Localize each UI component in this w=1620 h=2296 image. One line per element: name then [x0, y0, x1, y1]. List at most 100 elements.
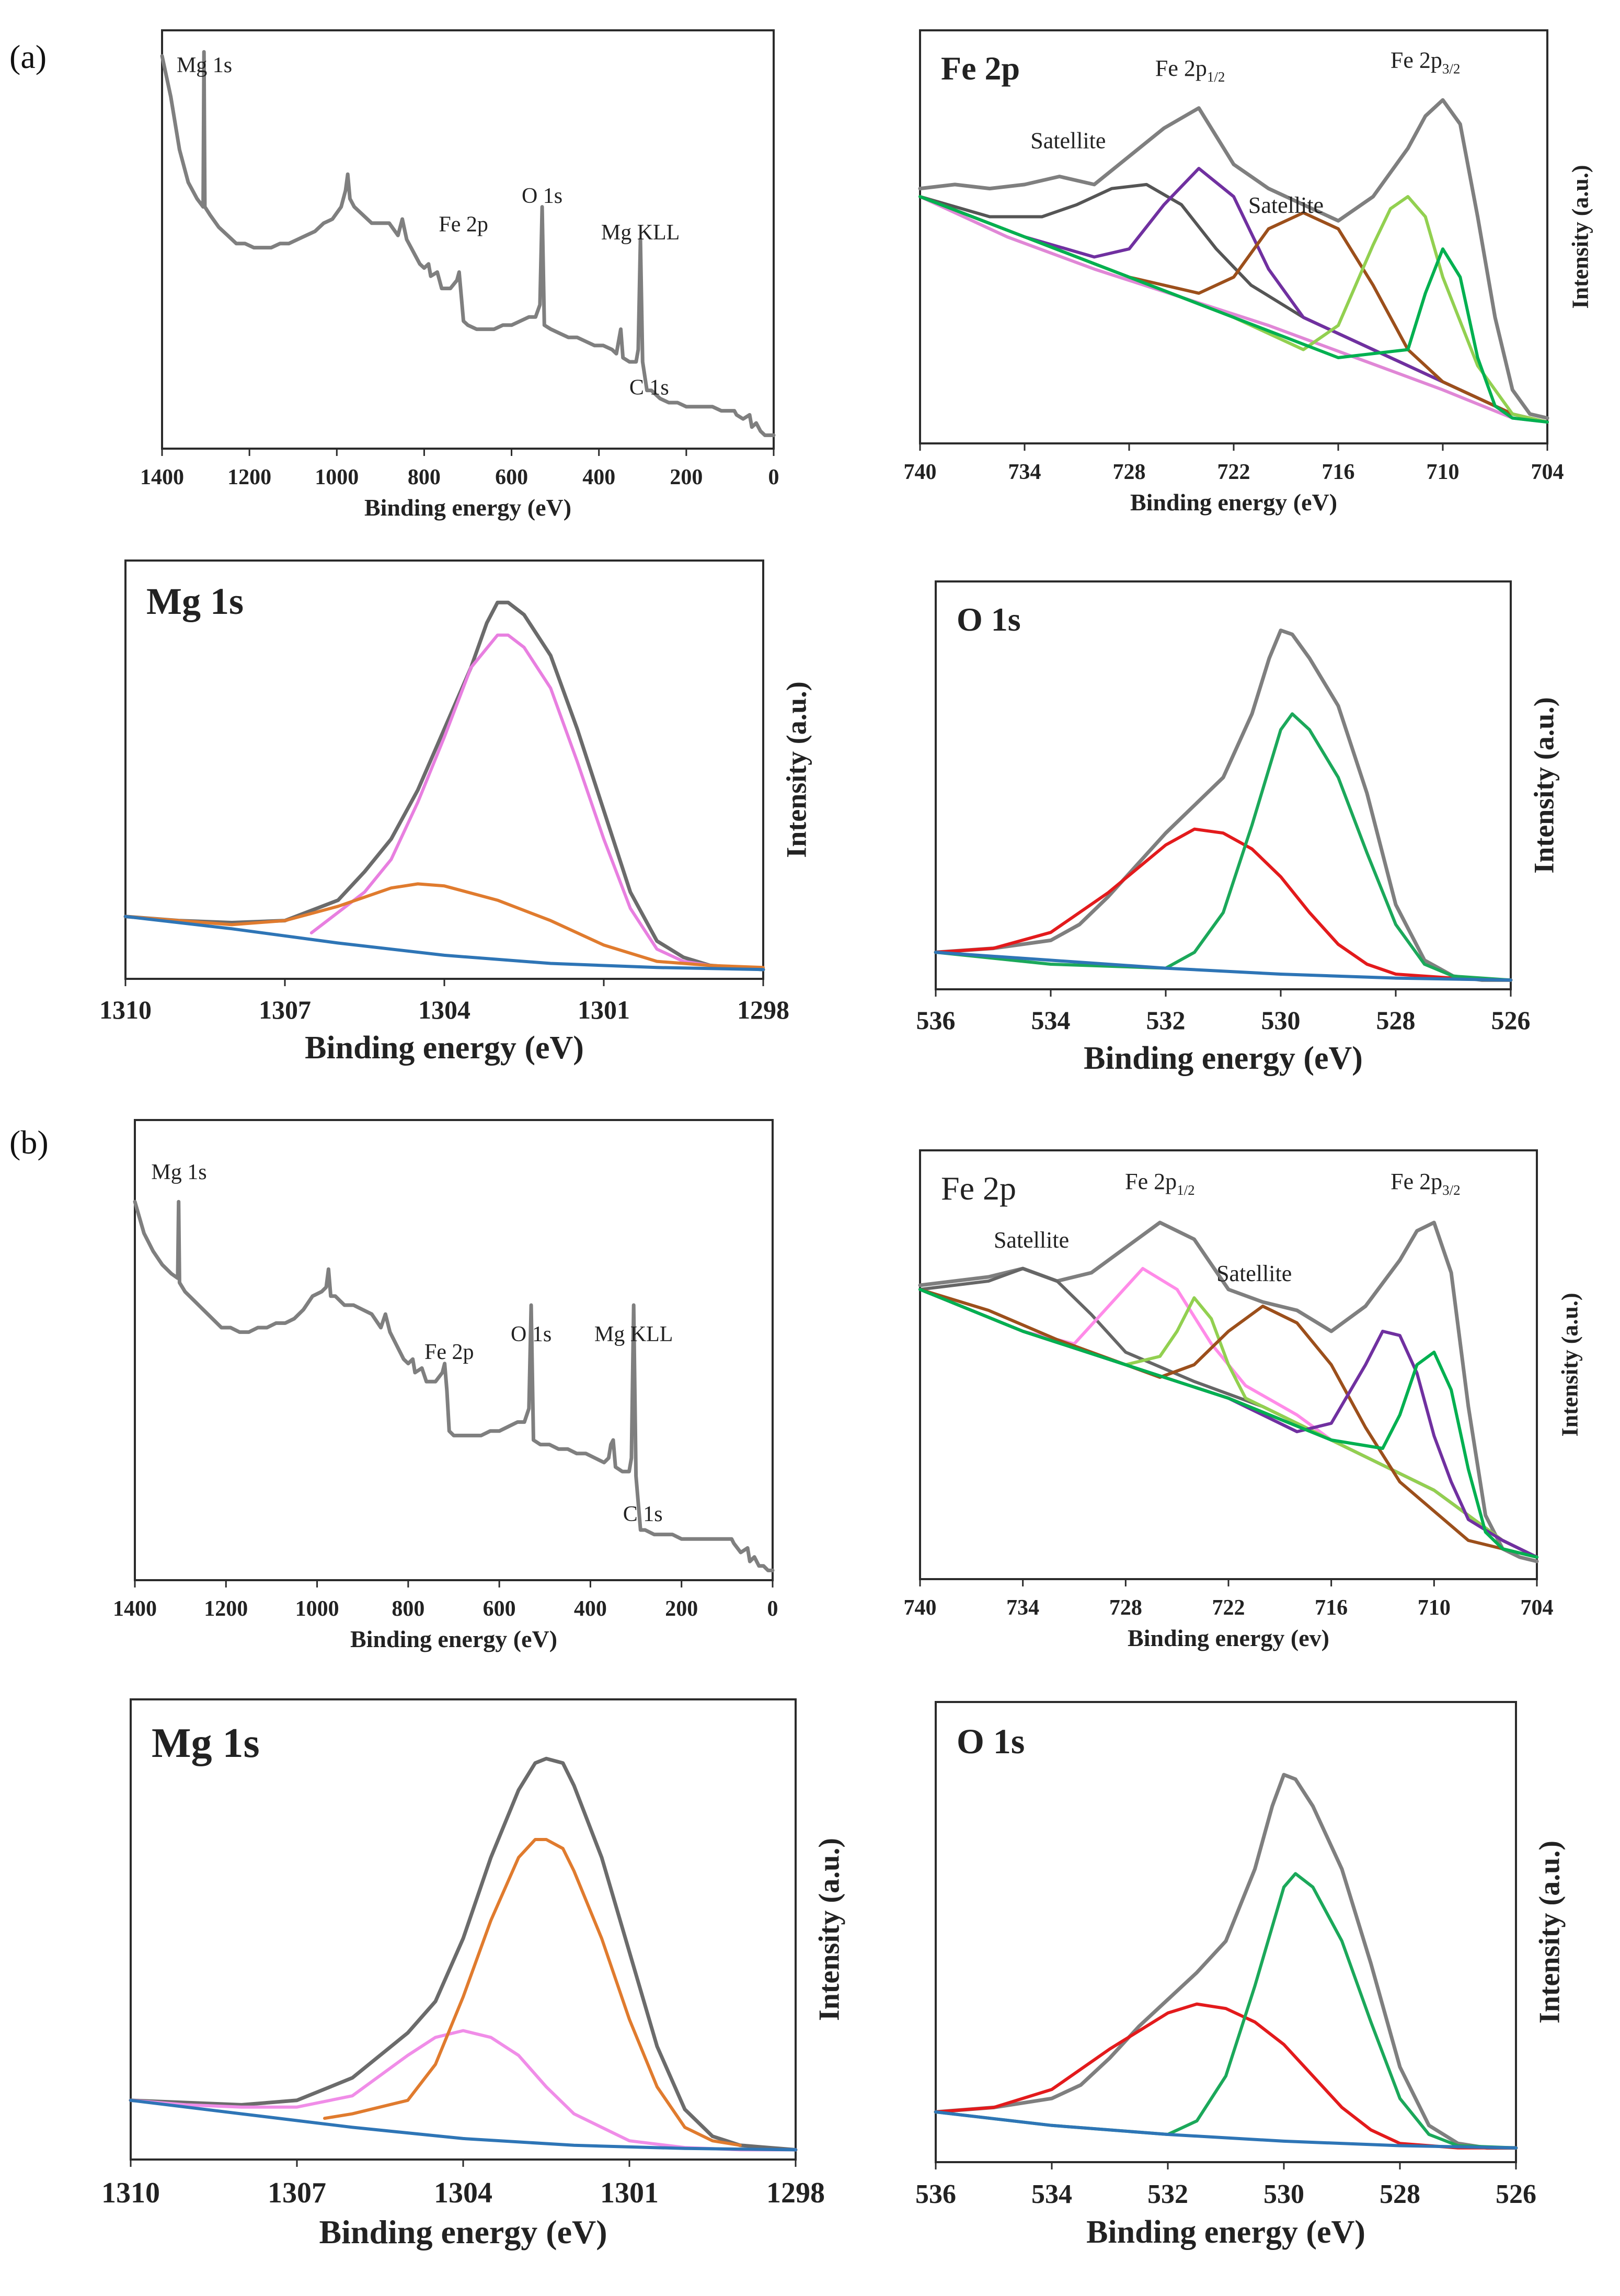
- series-line-0: [133, 1200, 775, 1572]
- peak-label: Mg 1s: [151, 1160, 206, 1184]
- peak-label: C 1s: [623, 1502, 663, 1526]
- chart-b-mg1s: 1310 1307 1304 1301 1298 Binding energy (eV) I…: [101, 1698, 845, 2251]
- x-axis-label: Binding energy (eV): [1084, 1041, 1363, 1076]
- series-line-3: [934, 951, 1512, 982]
- series-line-1: [918, 195, 1549, 424]
- x-tick-label: 722: [1212, 1596, 1245, 1620]
- x-tick-label: 1298: [766, 2177, 825, 2209]
- x-tick-label: 1400: [113, 1597, 157, 1621]
- series-line-6: [918, 195, 1549, 424]
- x-tick-label: 536: [915, 2179, 956, 2209]
- series-line-3: [129, 2098, 797, 2152]
- x-axis-label: Binding energy (eV): [1086, 2214, 1365, 2250]
- x-tick-label: 722: [1217, 460, 1250, 484]
- x-tick-label: 400: [582, 465, 615, 489]
- x-tick-label: 1304: [418, 995, 470, 1024]
- x-tick-label: 800: [408, 465, 441, 489]
- chart-title: O 1s: [957, 1721, 1025, 1761]
- plot-frame: [919, 29, 1548, 444]
- x-tick-label: 532: [1146, 1006, 1186, 1035]
- x-tick-label: 1304: [434, 2177, 492, 2209]
- x-tick-label: 716: [1322, 460, 1355, 484]
- series-line-2: [934, 712, 1512, 982]
- x-tick-label: 1301: [600, 2177, 659, 2209]
- x-tick-label: 1400: [140, 465, 184, 489]
- y-axis-label: Intensity (a.u.): [1557, 1293, 1583, 1436]
- peak-label: Satellite: [1216, 1261, 1292, 1286]
- x-tick-label: 1307: [268, 2177, 326, 2209]
- peak-label: Satellite: [994, 1227, 1069, 1253]
- plot-frame: [134, 1119, 774, 1581]
- x-tick-label: 1200: [204, 1597, 248, 1621]
- chart-title: Mg 1s: [152, 1720, 260, 1766]
- chart-b-fe2p: 740 734 728 722 716 710 704 Binding energy (ev)…: [904, 1149, 1583, 1651]
- x-tick-label: 734: [1006, 1596, 1039, 1620]
- plot-frame: [161, 29, 775, 450]
- series-line-7: [918, 1288, 1538, 1559]
- x-tick-label: 0: [767, 1597, 778, 1621]
- x-tick-label: 1301: [578, 995, 630, 1024]
- x-tick-label: 528: [1380, 2179, 1420, 2209]
- x-tick-label: 530: [1263, 2179, 1304, 2209]
- x-tick-label: 200: [670, 465, 703, 489]
- peak-label: Fe 2p: [439, 212, 488, 236]
- peak-label: O 1s: [522, 184, 562, 208]
- x-tick-label: 704: [1521, 1596, 1554, 1620]
- peak-label: O 1s: [511, 1322, 552, 1346]
- series-line-1: [309, 633, 712, 967]
- x-tick-label: 600: [483, 1597, 516, 1621]
- x-tick-label: 1310: [99, 995, 152, 1024]
- x-tick-label: 704: [1531, 460, 1564, 484]
- x-axis-label: Binding energy (eV): [350, 1626, 557, 1652]
- x-tick-label: 1200: [227, 465, 271, 489]
- peak-label: Satellite: [1030, 128, 1106, 154]
- x-tick-label: 1000: [295, 1597, 339, 1621]
- x-axis-label: Binding energy (eV): [1130, 489, 1337, 516]
- chart-a-fe2p: 740 734 728 722 716 710 704 Binding energy (eV)…: [904, 29, 1593, 516]
- series-line-0: [934, 629, 1513, 982]
- x-tick-label: 710: [1418, 1596, 1451, 1620]
- y-axis-label: Intensity (a.u.): [1533, 1841, 1566, 2024]
- x-tick-label: 526: [1491, 1006, 1531, 1035]
- peak-label: Mg 1s: [177, 53, 232, 77]
- series-line-0: [934, 1773, 1518, 2150]
- chart-a-mg1s: 1310 1307 1304 1301 1298 Binding energy (eV) I…: [99, 559, 812, 1066]
- x-axis-label: Binding energy (ev): [1128, 1625, 1329, 1651]
- peak-label: Satellite: [1248, 192, 1324, 218]
- series-line-2: [934, 1872, 1518, 2150]
- series-line-1: [934, 827, 1512, 982]
- chart-title: Fe 2p: [941, 1170, 1016, 1207]
- x-tick-label: 600: [495, 465, 528, 489]
- chart-b-o1s: 536 534 532 530 528 526 Binding energy (eV) Int…: [915, 1701, 1566, 2250]
- x-tick-label: 0: [768, 465, 779, 489]
- chart-b-survey: 1400 1200 1000 800 600 400 200 0 Binding energy …: [113, 1119, 778, 1652]
- x-tick-label: 728: [1109, 1596, 1142, 1620]
- x-tick-label: 1000: [315, 465, 359, 489]
- peak-label: Mg KLL: [594, 1322, 673, 1346]
- chart-title: O 1s: [957, 601, 1021, 638]
- series-line-3: [934, 2110, 1518, 2150]
- plot-frame: [124, 559, 764, 980]
- x-tick-label: 800: [392, 1597, 424, 1621]
- peak-label: Fe 2p: [424, 1340, 474, 1364]
- x-tick-label: 740: [904, 460, 937, 484]
- panel-label-a: (a): [9, 38, 47, 75]
- chart-a-o1s: 536 534 532 530 528 526 Binding energy (eV) Int…: [916, 580, 1560, 1076]
- plot-frame: [130, 1698, 797, 2161]
- y-axis-label: Intensity (a.u.): [781, 681, 812, 858]
- series-line-1: [934, 2002, 1518, 2150]
- panel-label-b: (b): [9, 1124, 49, 1161]
- x-tick-label: 526: [1496, 2179, 1536, 2209]
- series-line-0: [918, 98, 1549, 420]
- series-line-2: [323, 1838, 742, 2147]
- series-line-0: [160, 50, 776, 437]
- chart-title: Fe 2p: [941, 50, 1020, 87]
- plot-frame: [935, 580, 1512, 990]
- series-line-0: [129, 1756, 798, 2152]
- peak-label: Mg KLL: [601, 221, 680, 245]
- peak-label: C 1s: [629, 375, 669, 399]
- x-tick-label: 536: [916, 1006, 956, 1035]
- x-tick-label: 734: [1008, 460, 1041, 484]
